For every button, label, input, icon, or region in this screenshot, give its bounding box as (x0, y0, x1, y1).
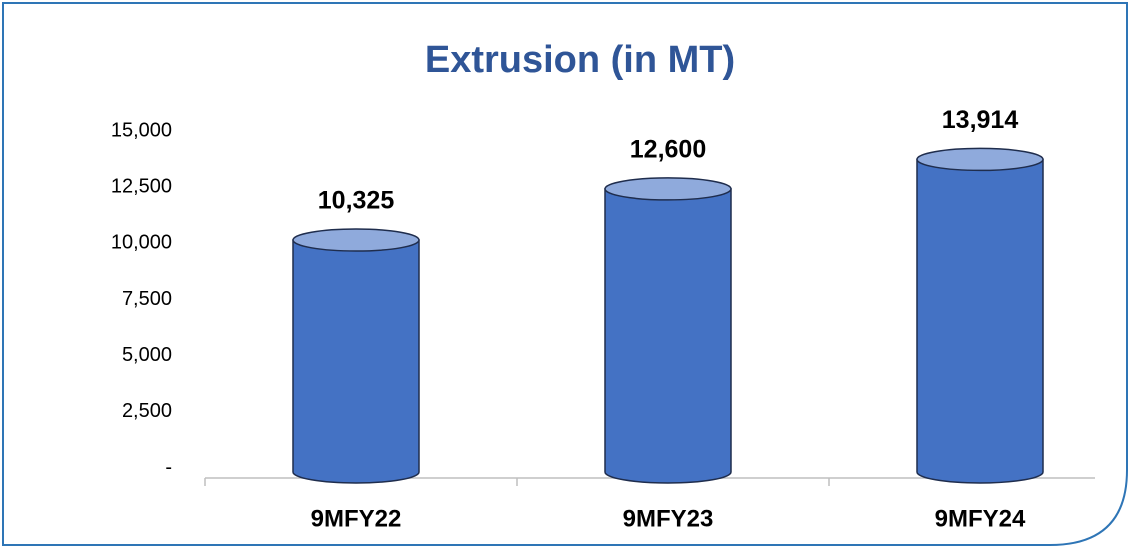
chart-title: Extrusion (in MT) (425, 39, 735, 81)
x-tick-label: 9MFY23 (623, 505, 714, 532)
value-label: 13,914 (942, 106, 1019, 134)
bar-body (292, 239, 420, 484)
x-tick-label: 9MFY22 (311, 505, 402, 532)
bar-top (604, 177, 732, 201)
y-tick-label: 10,000 (111, 232, 172, 254)
bar-body (916, 158, 1044, 484)
bar-top (916, 147, 1044, 172)
y-tick-label: 5,000 (122, 344, 172, 366)
bar (916, 147, 1044, 484)
bar-body (604, 188, 732, 484)
bar-top (292, 228, 420, 252)
value-label: 12,600 (630, 136, 706, 164)
y-tick-label: - (165, 456, 172, 478)
bar (292, 228, 420, 484)
y-tick-label: 12,500 (111, 175, 172, 197)
y-tick-label: 7,500 (122, 288, 172, 310)
y-tick-label: 2,500 (122, 400, 172, 422)
x-tick-label: 9MFY24 (935, 505, 1026, 532)
y-tick-label: 15,000 (111, 119, 172, 141)
bar (604, 177, 732, 484)
value-label: 10,325 (318, 187, 395, 215)
